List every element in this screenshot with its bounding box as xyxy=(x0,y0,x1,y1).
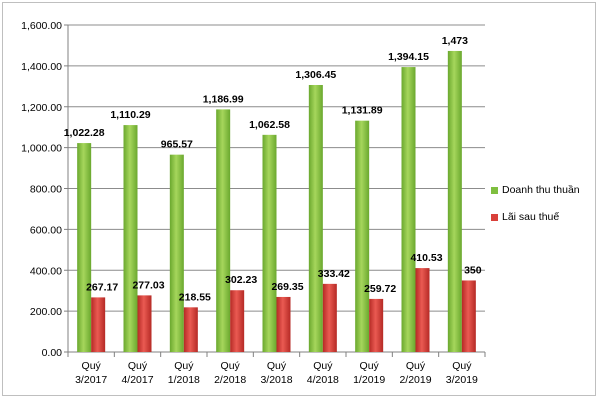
bar-revenue xyxy=(77,143,92,352)
bar-profit xyxy=(415,268,430,352)
bar-revenue xyxy=(355,120,370,352)
category-label: Quý xyxy=(360,360,380,372)
category-label: Quý xyxy=(267,360,287,372)
category-label: Quý xyxy=(452,360,472,372)
data-label-profit: 269.35 xyxy=(271,281,303,293)
category-label: Quý xyxy=(221,360,241,372)
y-tick-label: 400.00 xyxy=(30,265,62,277)
bar-profit xyxy=(369,298,384,352)
data-label-revenue: 1,110.29 xyxy=(110,109,150,121)
category-label: 2/2019 xyxy=(399,374,431,386)
bar-revenue xyxy=(262,134,277,352)
category-label: 1/2019 xyxy=(353,374,385,386)
category-label: 3/2018 xyxy=(260,374,292,386)
data-label-revenue: 1,186.99 xyxy=(203,93,244,105)
data-label-profit: 350 xyxy=(464,264,482,276)
category-label: Quý xyxy=(128,360,148,372)
bar-revenue xyxy=(169,154,184,352)
legend-swatch-revenue xyxy=(491,186,498,194)
bar-profit xyxy=(137,295,152,352)
bars xyxy=(77,50,476,353)
category-label: 2/2018 xyxy=(214,374,246,386)
category-label: Quý xyxy=(406,360,426,372)
data-label-revenue: 1,022.28 xyxy=(64,127,105,139)
bar-profit xyxy=(322,283,337,352)
labels: 0.00 200.00 400.00 600.00 800.00 1,000.00 1,20… xyxy=(21,20,482,386)
bar-revenue xyxy=(447,50,462,352)
legend: Doanh thu thuần Lãi sau thuế xyxy=(491,183,580,237)
bar-profit xyxy=(91,297,106,352)
data-label-revenue: 1,131.89 xyxy=(342,105,383,117)
y-tick-label: 1,000.00 xyxy=(21,143,62,155)
data-label-revenue: 1,394.15 xyxy=(388,51,429,63)
legend-swatch-profit xyxy=(491,213,498,221)
data-label-revenue: 1,062.58 xyxy=(249,119,290,131)
data-label-profit: 259.72 xyxy=(364,283,396,295)
data-label-revenue: 1,473 xyxy=(442,35,468,47)
category-label: 4/2018 xyxy=(307,374,339,386)
bar-profit xyxy=(461,280,476,352)
category-label: Quý xyxy=(174,360,194,372)
bar-revenue xyxy=(308,84,323,353)
category-label: 4/2017 xyxy=(121,374,153,386)
y-tick-label: 1,400.00 xyxy=(21,61,62,73)
legend-item-profit: Lãi sau thuế xyxy=(491,210,580,224)
data-label-profit: 267.17 xyxy=(86,281,118,293)
bar-profit xyxy=(230,290,245,352)
bar-profit xyxy=(183,307,198,352)
y-tick-label: 1,200.00 xyxy=(21,102,62,114)
category-label: Quý xyxy=(313,360,333,372)
category-label: Quý xyxy=(82,360,102,372)
bar-revenue xyxy=(216,109,231,352)
data-label-profit: 302.23 xyxy=(225,274,257,286)
data-label-revenue: 1,306.45 xyxy=(295,69,336,81)
y-tick-label: 1,600.00 xyxy=(21,20,62,32)
category-label: 3/2017 xyxy=(75,374,107,386)
data-label-profit: 277.03 xyxy=(132,279,164,291)
y-tick-label: 600.00 xyxy=(30,224,62,236)
category-label: 3/2019 xyxy=(446,374,478,386)
data-label-profit: 410.53 xyxy=(410,252,442,264)
bar-revenue xyxy=(401,67,416,353)
data-label-profit: 333.42 xyxy=(318,268,350,280)
y-tick-label: 0.00 xyxy=(42,347,63,359)
bar-profit xyxy=(276,296,291,352)
y-tick-label: 800.00 xyxy=(30,184,62,196)
data-label-revenue: 965.57 xyxy=(161,139,193,151)
y-tick-label: 200.00 xyxy=(30,306,62,318)
legend-label-profit: Lãi sau thuế xyxy=(502,211,560,223)
legend-label-revenue: Doanh thu thuần xyxy=(502,184,580,196)
data-label-profit: 218.55 xyxy=(179,291,211,303)
legend-item-revenue: Doanh thu thuần xyxy=(491,183,580,197)
category-label: 1/2018 xyxy=(168,374,200,386)
bar-revenue xyxy=(123,125,138,353)
